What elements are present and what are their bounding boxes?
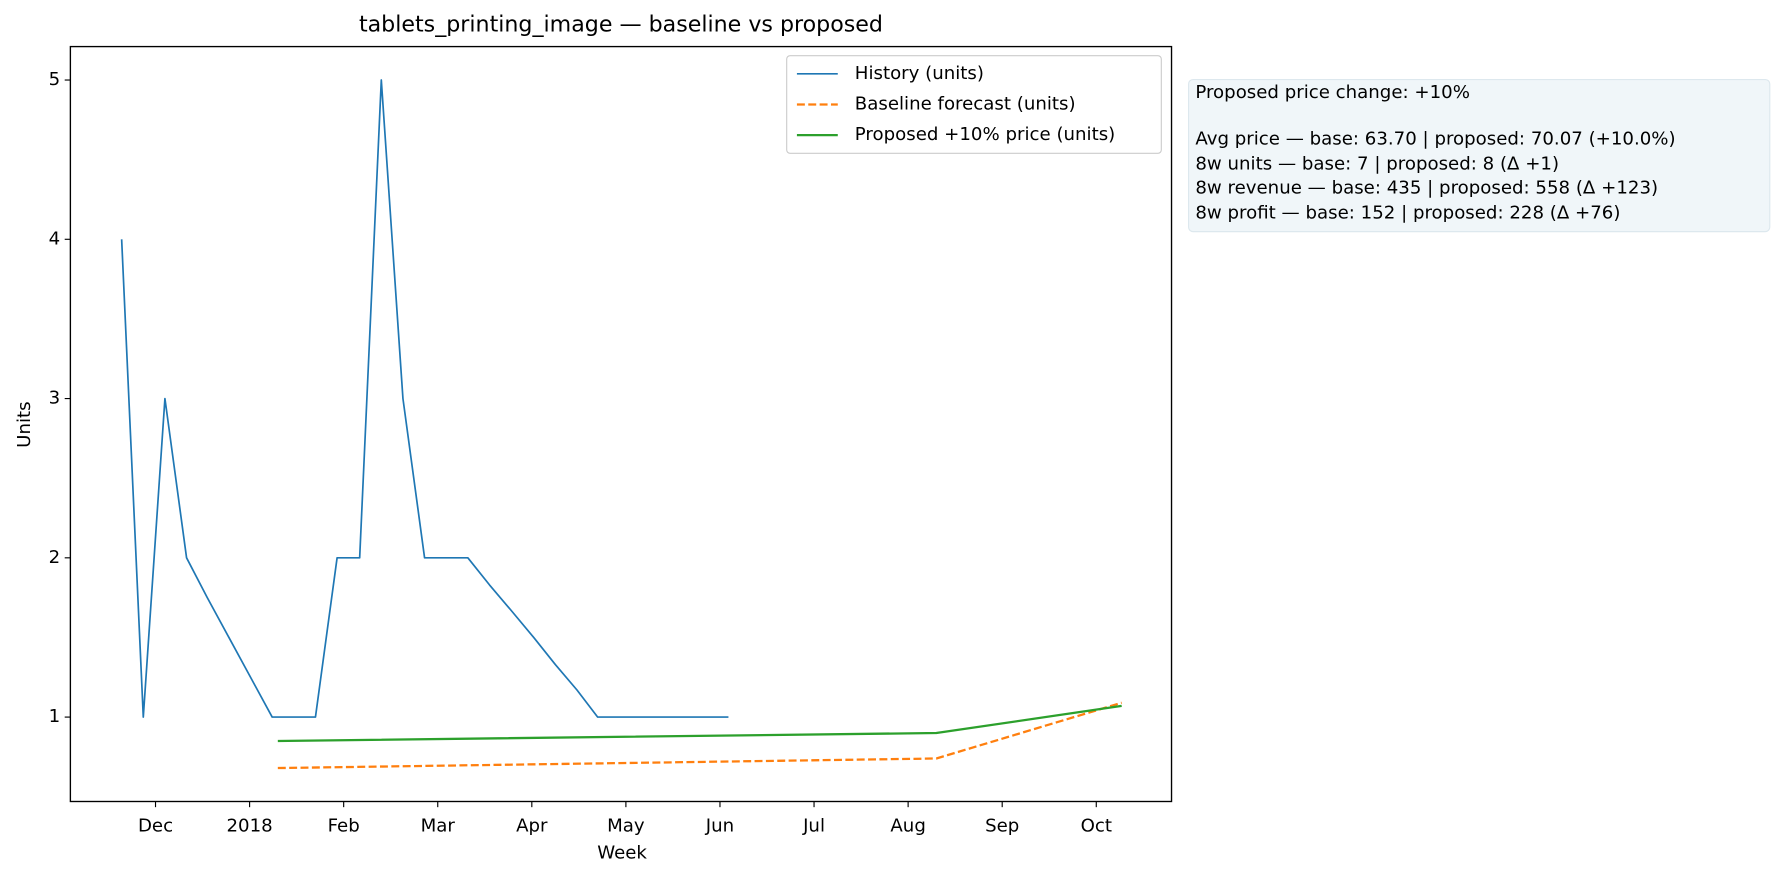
- x-tick-label: Apr: [516, 815, 548, 836]
- series-line: [120, 79, 729, 718]
- summary-line: 8w revenue — base: 435 | proposed: 558 (…: [1195, 177, 1658, 198]
- legend-box: [786, 55, 1162, 154]
- x-tick-label: Jun: [705, 815, 734, 836]
- x-tick-label: Mar: [421, 815, 456, 836]
- y-tick-label: 3: [49, 388, 61, 409]
- y-tick-label: 5: [49, 69, 61, 90]
- chart-title: tablets_printing_image — baseline vs pro…: [359, 12, 883, 38]
- series-line: [277, 704, 1122, 743]
- summary-line: Avg price — base: 63.70 | proposed: 70.0…: [1195, 129, 1675, 150]
- summary-box: [1187, 78, 1771, 233]
- y-axis-label: Units: [14, 401, 35, 447]
- legend-label: Proposed +10% price (units): [855, 124, 1115, 145]
- x-tick-label: May: [607, 815, 645, 836]
- summary-line: 8w units — base: 7 | proposed: 8 (Δ +1): [1195, 154, 1559, 175]
- x-tick-label: Feb: [328, 815, 360, 836]
- x-tick-label: Dec: [138, 815, 173, 836]
- legend-label: Baseline forecast (units): [855, 93, 1076, 114]
- legend-label: History (units): [855, 63, 984, 84]
- plot-frame: [69, 45, 1173, 803]
- y-tick-label: 1: [49, 706, 61, 727]
- x-tick-label: Jul: [802, 815, 825, 836]
- x-tick-label: Oct: [1081, 815, 1112, 836]
- summary-line: 8w profit — base: 152 | proposed: 228 (Δ…: [1195, 202, 1620, 223]
- x-tick-label: 2018: [226, 815, 272, 836]
- x-tick-label: Aug: [890, 815, 925, 836]
- y-tick-label: 2: [49, 547, 61, 568]
- x-axis-label: Week: [597, 843, 647, 864]
- x-tick-label: Sep: [985, 815, 1019, 836]
- y-tick-label: 4: [49, 228, 61, 249]
- series-line: [277, 701, 1122, 770]
- summary-line: Proposed price change: +10%: [1195, 82, 1470, 103]
